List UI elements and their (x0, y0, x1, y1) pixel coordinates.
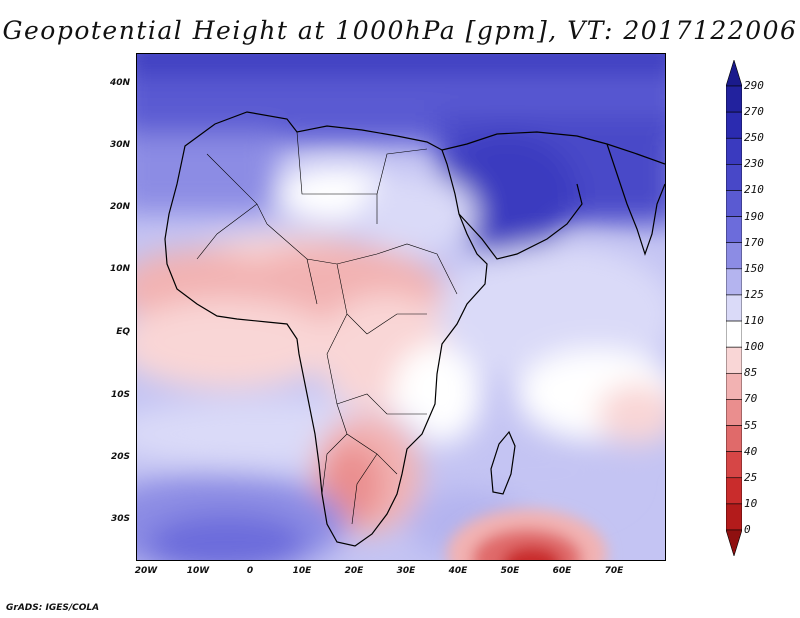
colorbar-label: 25 (744, 470, 758, 484)
colorbar-swatch (726, 503, 742, 531)
colorbar-label: 290 (744, 79, 764, 92)
colorbar-swatch (726, 372, 742, 400)
colorbar-label: 230 (744, 157, 764, 171)
colorbar-label: 10 (744, 496, 758, 510)
lat-label-40n: 40N (109, 78, 130, 88)
colorbar-label: 0 (744, 523, 751, 536)
colorbar-label: 125 (744, 287, 764, 301)
colorbar-swatch (726, 346, 742, 374)
map-title: Geopotential Height at 1000hPa [gpm], VT… (2, 16, 798, 45)
colorbar-label: 40 (744, 444, 758, 458)
colorbar-label: 110 (744, 314, 764, 328)
coastline-arabia (441, 131, 665, 260)
colorbar-swatch (726, 85, 742, 113)
lon-label-10e: 10E (292, 566, 312, 576)
colorbar-label: 170 (744, 235, 764, 249)
colorbar (726, 60, 742, 556)
lat-label-20s: 20S (110, 452, 130, 462)
lon-label-60e: 60E (552, 566, 572, 576)
colorbar-swatch (726, 529, 742, 556)
lon-label-10w: 10W (186, 566, 210, 576)
footer-credit: GrADS: IGES/COLA (6, 603, 100, 613)
lat-label-10s: 10S (110, 390, 130, 400)
colorbar-swatch (726, 451, 742, 479)
lon-label-40e: 40E (448, 566, 468, 576)
colorbar-label: 150 (744, 261, 764, 275)
colorbar-swatch (726, 137, 742, 165)
lon-label-20w: 20W (134, 566, 158, 576)
colorbar-label: 210 (744, 183, 764, 197)
colorbar-swatch (726, 294, 742, 322)
coastline-india (606, 143, 665, 256)
lon-label-50e: 50E (500, 566, 520, 576)
lon-label-20e: 20E (344, 566, 364, 576)
colorbar-label: 55 (744, 418, 758, 432)
colorbar-swatch (726, 216, 742, 244)
map-panel (136, 53, 666, 561)
lon-label-70e: 70E (604, 566, 624, 576)
height-field (137, 54, 665, 560)
geopotential-map (137, 54, 665, 560)
coastline-madagascar (490, 430, 516, 495)
colorbar-label: 270 (744, 105, 764, 119)
colorbar-swatch (726, 190, 742, 217)
colorbar-label: 70 (744, 392, 758, 406)
colorbar-swatch (726, 268, 742, 296)
colorbar-label: 85 (744, 366, 758, 380)
colorbar-label: 250 (744, 131, 764, 145)
colorbar-label: 190 (744, 209, 764, 223)
colorbar-swatch (726, 320, 742, 348)
country-borders (196, 131, 458, 525)
lat-label-eq: EQ (116, 327, 130, 337)
lat-label-30s: 30S (110, 514, 130, 524)
colorbar-swatch (726, 477, 742, 505)
coastline-africa (164, 111, 488, 547)
colorbar-swatch (726, 111, 742, 139)
southern-low (447, 509, 607, 560)
colorbar-swatch (726, 425, 742, 452)
colorbar-swatch (726, 242, 742, 270)
colorbar-swatch (726, 399, 742, 426)
colorbar-label: 100 (744, 340, 764, 354)
lon-label-0: 0 (246, 566, 254, 576)
lat-label-10n: 10N (109, 264, 130, 274)
colorbar-swatch (726, 164, 742, 191)
lat-label-20n: 20N (109, 202, 130, 212)
lat-label-30n: 30N (109, 140, 130, 150)
lon-label-30e: 30E (396, 566, 416, 576)
colorbar-swatch (726, 60, 742, 87)
